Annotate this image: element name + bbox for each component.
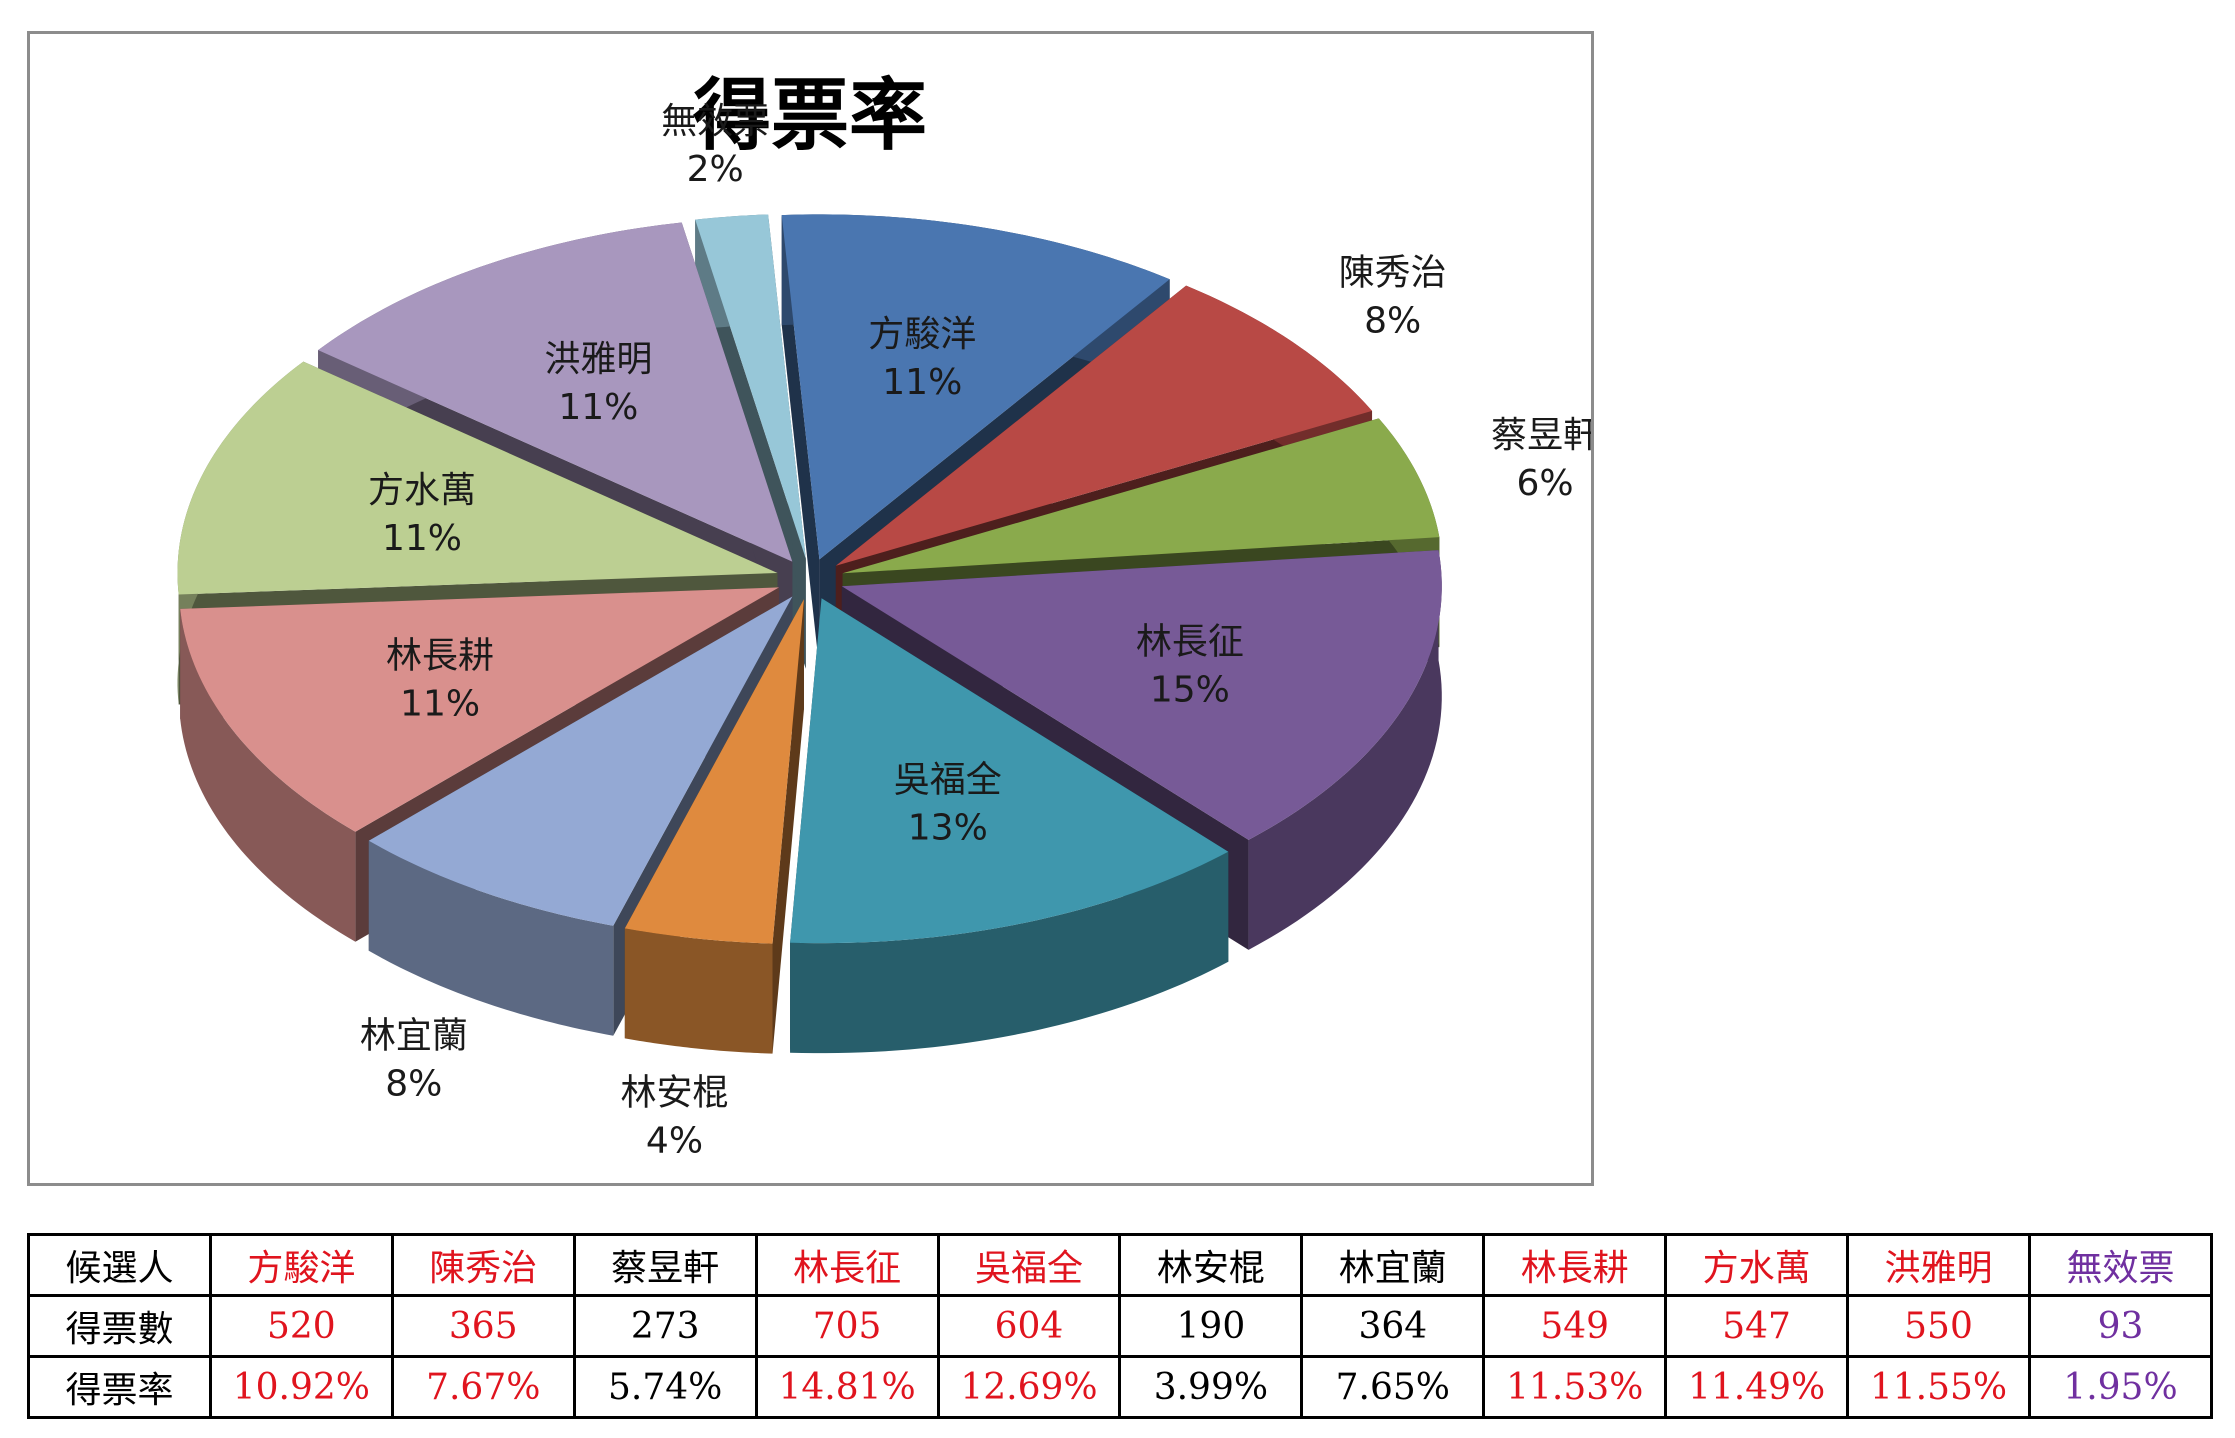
slice-label-name: 洪雅明 <box>544 339 652 380</box>
row-header-candidate: 候選人 <box>27 1233 212 1297</box>
slice-label-name: 陳秀治 <box>1339 253 1447 294</box>
pie-slice-top <box>790 598 1229 944</box>
cell-candidate: 方水萬 <box>1664 1233 1850 1297</box>
slice-label-name: 林安棍 <box>620 1072 728 1113</box>
slice-label-percent: 2% <box>687 149 744 190</box>
pie-slice-top <box>624 599 804 944</box>
pie-slice-top <box>177 361 778 595</box>
slice-label-percent: 8% <box>1364 301 1421 342</box>
slice-label-name: 吳福全 <box>894 759 1002 800</box>
slice-label-name: 無效票 <box>661 101 769 142</box>
pie-slice-edge <box>368 840 614 1036</box>
cell-rate: 11.53% <box>1482 1355 1668 1419</box>
cell-rate: 7.65% <box>1300 1355 1486 1419</box>
table-row-votes: 得票數 520 365 273 705 604 190 364 549 547 … <box>27 1294 2214 1358</box>
chart-title: 得票率 <box>693 71 927 161</box>
cell-rate: 1.95% <box>2027 1355 2214 1419</box>
slice-label-name: 林宜蘭 <box>360 1016 468 1057</box>
cell-rate: 10.92% <box>208 1355 394 1419</box>
pie-slice-top <box>695 214 806 559</box>
pie-slice-top <box>180 587 780 832</box>
row-header-votes: 得票數 <box>27 1294 212 1358</box>
slice-label-name: 方駿洋 <box>868 314 976 355</box>
cell-candidate: 林長耕 <box>1482 1233 1668 1297</box>
cell-candidate: 林長征 <box>754 1233 940 1297</box>
row-header-rate: 得票率 <box>27 1355 212 1419</box>
cell-votes: 705 <box>754 1294 940 1358</box>
cell-rate: 7.67% <box>390 1355 576 1419</box>
cell-candidate: 林安棍 <box>1118 1233 1304 1297</box>
table-row-candidates: 候選人 方駿洋 陳秀治 蔡昱軒 林長征 吳福全 林安棍 林宜蘭 林長耕 方水萬 … <box>27 1233 2214 1297</box>
pie-slice-wall <box>781 215 820 670</box>
pie-slice-top <box>835 285 1373 566</box>
cell-candidate: 無效票 <box>2027 1233 2214 1297</box>
pie-slice-edge <box>624 928 773 1054</box>
chart-frame: 得票率 方駿洋 11% 陳秀治 8% 蔡昱軒 6% 林長征 15% 吳福全 13% 林安棍 4% 林宜蘭… <box>27 31 1594 1186</box>
slice-label-percent: 11% <box>400 684 480 725</box>
cell-votes: 547 <box>1664 1294 1850 1358</box>
cell-candidate: 方駿洋 <box>208 1233 394 1297</box>
cell-votes: 365 <box>390 1294 576 1358</box>
cell-candidate: 林宜蘭 <box>1300 1233 1486 1297</box>
cell-votes: 520 <box>208 1294 394 1358</box>
cell-rate: 5.74% <box>572 1355 758 1419</box>
slice-label-percent: 11% <box>382 518 462 559</box>
slice-label-percent: 4% <box>646 1120 703 1161</box>
pie-slice-edge <box>1248 550 1442 950</box>
slices-layer <box>177 214 1442 1054</box>
cell-rate: 12.69% <box>936 1355 1122 1419</box>
slice-label-percent: 6% <box>1517 463 1574 504</box>
slice-label-percent: 11% <box>882 362 962 403</box>
table-row-rates: 得票率 10.92% 7.67% 5.74% 14.81% 12.69% 3.9… <box>27 1355 2214 1419</box>
cell-votes: 273 <box>572 1294 758 1358</box>
slice-label-name: 林長耕 <box>386 636 494 677</box>
cell-rate: 11.55% <box>1846 1355 2031 1419</box>
slice-label-name: 蔡昱軒 <box>1491 415 1591 456</box>
cell-candidate: 吳福全 <box>936 1233 1122 1297</box>
cell-votes: 549 <box>1482 1294 1668 1358</box>
cell-candidate: 洪雅明 <box>1846 1233 2031 1297</box>
pie-slice <box>624 599 804 1054</box>
cell-candidate: 蔡昱軒 <box>572 1233 758 1297</box>
pie-slice-top <box>318 222 793 562</box>
slice-label-percent: 11% <box>558 387 638 428</box>
pie-slice-top <box>841 550 1442 840</box>
slice-label-percent: 8% <box>385 1064 442 1105</box>
slice-label-name: 林長征 <box>1136 622 1244 663</box>
slice-label-percent: 15% <box>1150 670 1230 711</box>
pie-slice-top <box>368 596 793 926</box>
cell-rate: 11.49% <box>1664 1355 1850 1419</box>
pie-chart: 得票率 方駿洋 11% 陳秀治 8% 蔡昱軒 6% 林長征 15% 吳福全 13% 林安棍 4% 林宜蘭… <box>177 71 1591 1161</box>
pie-slice-edge <box>180 608 356 942</box>
cell-rate: 3.99% <box>1118 1355 1304 1419</box>
slice-label-percent: 13% <box>908 807 988 848</box>
pie-slice <box>790 598 1229 1054</box>
cell-votes: 364 <box>1300 1294 1486 1358</box>
cell-votes: 93 <box>2027 1294 2214 1358</box>
vote-table: 候選人 方駿洋 陳秀治 蔡昱軒 林長征 吳福全 林安棍 林宜蘭 林長耕 方水萬 … <box>27 1233 2214 1419</box>
labels-layer: 方駿洋 11% 陳秀治 8% 蔡昱軒 6% 林長征 15% 吳福全 13% 林安棍 4% 林宜蘭 8% 林長… <box>360 101 1591 1161</box>
pie-slice-top <box>781 214 1170 560</box>
slice-label-name: 方水萬 <box>368 470 476 511</box>
cell-votes: 550 <box>1846 1294 2031 1358</box>
cell-votes: 604 <box>936 1294 1122 1358</box>
cell-candidate: 陳秀治 <box>390 1233 576 1297</box>
pie-slice-top <box>842 418 1440 574</box>
cell-rate: 14.81% <box>754 1355 940 1419</box>
cell-votes: 190 <box>1118 1294 1304 1358</box>
pie-slice-edge <box>790 851 1229 1054</box>
